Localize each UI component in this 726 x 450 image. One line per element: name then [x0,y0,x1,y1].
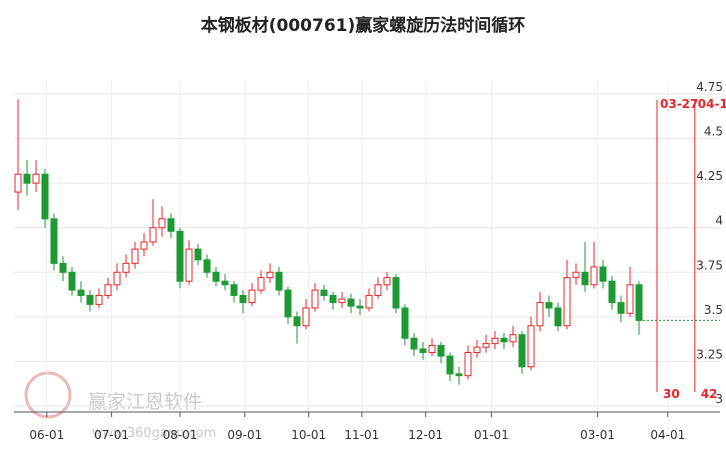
candle-body [545,302,553,309]
candle-body [185,248,193,282]
candle-body [590,266,598,286]
candle-body [410,337,418,350]
candle-body [293,316,301,327]
candle-body [257,277,265,291]
candle-body [149,227,157,243]
candle-body [239,294,247,304]
candle-body [482,343,490,348]
y-tick-label: 4 [715,214,723,228]
candle-body [572,271,580,279]
candle-body [437,344,445,357]
candle-body [275,271,283,291]
candle-body [248,289,256,304]
candle-body [599,266,607,282]
candle-body [518,334,526,368]
candle-body [302,307,310,327]
candle-body [392,277,400,309]
candle-body [266,271,274,279]
candle-body [14,173,22,193]
candle-body [221,280,229,286]
candle-body [347,298,355,307]
candle-body [365,294,373,309]
candle-body [455,373,463,377]
candle-body [608,280,616,304]
candle-body [554,307,562,327]
candle-body [401,307,409,339]
candle-body [329,294,337,304]
candle-body [428,344,436,354]
y-tick-label: 3 [715,392,723,406]
candle-body [59,262,67,273]
candle-body [113,271,121,286]
candle-body [194,248,202,261]
x-tick-label: 11-01 [344,428,379,442]
x-tick-label: 10-01 [291,428,326,442]
candle-body [446,355,454,375]
candle-body [500,337,508,343]
candle-body [626,284,634,314]
cycle-count: 30 [663,387,680,401]
x-tick-label: 12-01 [408,428,443,442]
candle-body [617,302,625,314]
x-tick-label: 01-01 [474,428,509,442]
candle-body [563,277,571,327]
watermark: 赢家江恩软件 www.360gann.com [24,371,216,441]
candle-body [509,334,517,343]
candle-body [158,218,166,229]
candle-body [68,271,76,291]
candle-body [473,346,481,354]
candle-body [212,271,220,282]
candle-body [356,305,364,309]
candle-body [230,284,238,296]
candle-body [284,289,292,318]
y-tick-label: 4.25 [696,169,723,183]
candle-body [131,248,139,264]
y-tick-label: 3.75 [696,258,723,272]
x-tick-label: 09-01 [227,428,262,442]
candle-body [464,352,472,377]
candle-body [167,218,175,232]
candle-body [77,289,85,296]
y-tick-label: 4.5 [704,125,723,139]
candle-body [95,294,103,305]
watermark-url: www.360gann.com [92,426,216,441]
candle-body [383,277,391,286]
x-tick-label: 04-01 [650,428,685,442]
candle-body [104,284,112,296]
candle-body [311,289,319,309]
candle-body [581,271,589,286]
y-tick-label: 3.25 [696,347,723,361]
candle-body [527,325,535,368]
candle-body [203,259,211,273]
x-tick-label: 03-01 [580,428,615,442]
x-tick-label: 08-01 [163,428,198,442]
candle-body [536,302,544,327]
watermark-text: 赢家江恩软件 [88,391,202,413]
candle-body [491,337,499,345]
candle-body [23,173,31,184]
y-tick-label: 4.75 [696,80,723,94]
y-tick-label: 3.5 [704,303,723,317]
x-tick-label: 06-01 [29,428,64,442]
candle-body [635,284,643,321]
candle-body [320,289,328,296]
candle-body [86,294,94,305]
candle-body [122,262,130,273]
candle-body [176,230,184,282]
cycle-date: 03-27 [660,97,698,111]
candle-body [338,298,346,304]
candle-body [419,348,427,354]
candle-body [140,241,148,250]
x-tick-label: 07-01 [94,428,129,442]
cycle-date: 04-1 [698,97,726,111]
watermark-logo [24,371,72,419]
candle-body [374,284,382,296]
candle-body [32,173,40,184]
candle-body [50,218,58,264]
candle-body [41,173,49,220]
cycle-count: 42 [701,387,718,401]
chart-title: 本钢板材(000761)赢家螺旋历法时间循环 [201,15,526,36]
